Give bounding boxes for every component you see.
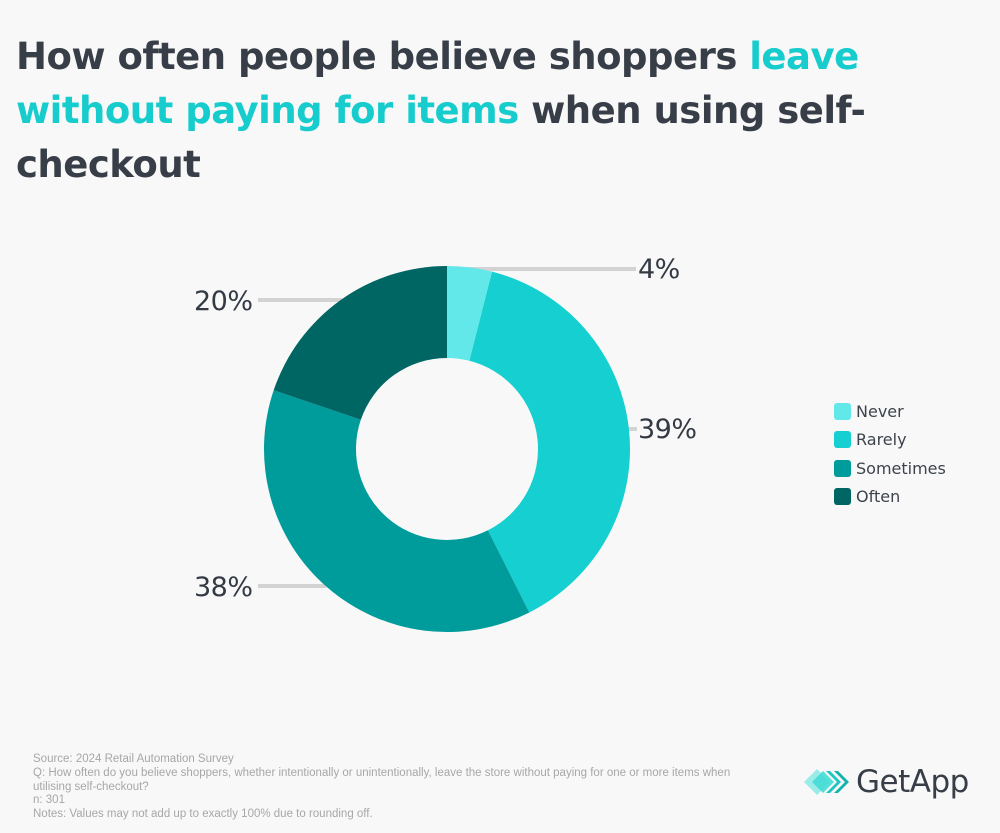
legend-swatch-never <box>834 402 851 420</box>
data-label-rarely: 39% <box>638 414 697 445</box>
notes-text: Notes: Values may not add up to exactly … <box>33 808 373 821</box>
legend-item-often: Often <box>834 483 946 512</box>
sample-size: n: 301 <box>33 794 65 807</box>
getapp-logo: GetApp <box>804 764 969 800</box>
data-label-sometimes: 38% <box>194 572 253 603</box>
legend-item-rarely: Rarely <box>834 426 946 455</box>
logo-text: GetApp <box>856 764 969 800</box>
title-part2: when using self-checkout <box>16 89 866 186</box>
donut-slices <box>264 266 630 632</box>
donut-slice-never <box>447 266 493 361</box>
legend-item-never: Never <box>834 397 946 426</box>
leader-lines <box>258 267 637 588</box>
source-text: Source: 2024 Retail Automation Survey <box>33 753 234 765</box>
legend-label: Rarely <box>856 430 907 450</box>
legend-label: Sometimes <box>856 458 946 478</box>
title-highlight: leave without paying for items <box>16 35 859 132</box>
title-part1: How often people believe shoppers <box>16 35 750 78</box>
donut-slice-often <box>273 266 447 420</box>
data-label-never: 4% <box>638 254 680 285</box>
chart-title: How often people believe shoppers leave … <box>16 30 996 192</box>
data-label-often: 20% <box>194 286 253 317</box>
donut-slice-rarely <box>469 271 630 613</box>
question-text: Q: How often do you believe shoppers, wh… <box>33 766 731 793</box>
legend-item-sometimes: Sometimes <box>834 454 946 483</box>
legend-label: Never <box>856 401 904 421</box>
donut-slice-sometimes <box>264 390 530 632</box>
getapp-chevrons-icon <box>804 769 849 795</box>
legend-swatch-sometimes <box>834 459 851 477</box>
legend-swatch-often <box>834 488 851 506</box>
footer-notes: Source: 2024 Retail Automation Survey Q:… <box>33 753 753 822</box>
legend-swatch-rarely <box>834 431 851 449</box>
legend: Never Rarely Sometimes Often <box>834 397 946 511</box>
legend-label: Often <box>856 487 901 507</box>
